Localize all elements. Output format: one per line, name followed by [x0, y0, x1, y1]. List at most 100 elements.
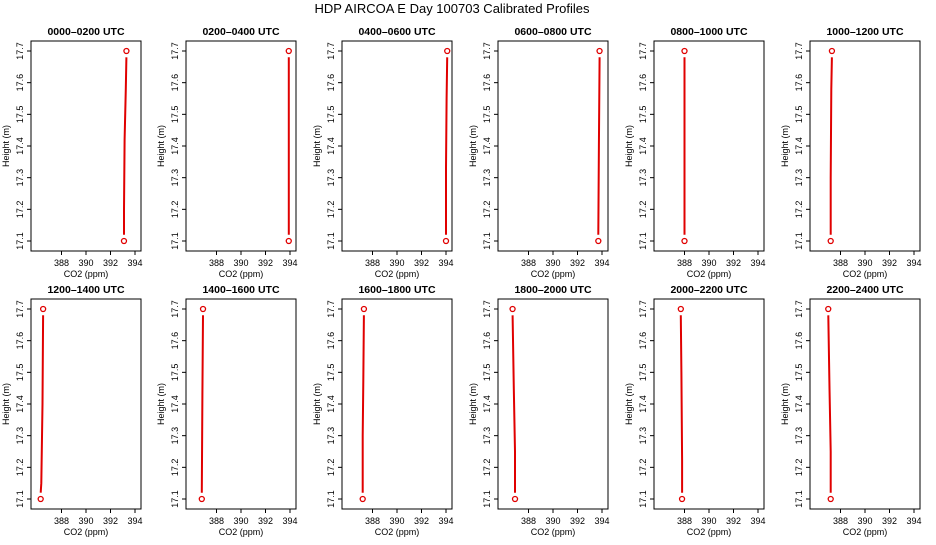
x-tick-label: 388 [833, 258, 848, 268]
panel-7: 1200–1400 UTC 388 390 392 394 CO2 (ppm) 17.1 17… [1, 284, 143, 537]
y-tick-label: 17.3 [326, 427, 336, 445]
data-point [285, 47, 292, 55]
panel-title: 1000–1200 UTC [826, 26, 903, 38]
data-point [37, 495, 44, 503]
y-tick-label: 17.1 [482, 232, 492, 250]
y-tick-label: 17.7 [482, 42, 492, 60]
y-tick-label: 17.4 [638, 137, 648, 155]
data-point [120, 237, 128, 245]
y-tick-label: 17.7 [482, 300, 492, 318]
x-axis-label: CO2 (ppm) [687, 269, 732, 279]
x-axis-label: CO2 (ppm) [843, 527, 888, 537]
data-point [444, 47, 451, 55]
x-tick-label: 392 [882, 258, 897, 268]
y-axis-label: Height (m) [1, 125, 11, 167]
y-tick-label: 17.4 [482, 137, 492, 155]
y-axis-label: Height (m) [780, 125, 790, 167]
plot-frame [30, 298, 142, 510]
profile-line [200, 315, 204, 493]
y-tick-label: 17.6 [638, 74, 648, 92]
x-tick-label: 392 [103, 516, 118, 526]
panel-2: 0200–0400 UTC 388 390 392 394 CO2 (ppm) 17.1 17… [156, 26, 298, 279]
y-axis-label: Height (m) [156, 125, 166, 167]
panel-4: 0600–0800 UTC 388 390 392 394 CO2 (ppm) 17.1 17… [468, 26, 610, 279]
x-tick-label: 390 [389, 516, 404, 526]
y-tick-label: 17.1 [794, 490, 804, 508]
plot-frame [653, 298, 765, 510]
y-tick-label: 17.3 [170, 169, 180, 187]
profile-line [39, 315, 45, 493]
y-tick-label: 17.6 [794, 332, 804, 350]
profile-line [597, 57, 601, 235]
y-tick-label: 17.3 [794, 169, 804, 187]
profile-line [445, 57, 449, 235]
y-axis-label: Height (m) [312, 125, 322, 167]
y-tick-label: 17.4 [794, 137, 804, 155]
data-point [360, 305, 368, 313]
panel-title: 1600–1800 UTC [358, 284, 435, 296]
y-axis-label: Height (m) [468, 125, 478, 167]
x-tick-label: 390 [857, 516, 872, 526]
panel-title: 0400–0600 UTC [358, 26, 435, 38]
y-tick-label: 17.2 [326, 201, 336, 219]
panel-3: 0400–0600 UTC 388 390 392 394 CO2 (ppm) 17.1 17… [312, 26, 454, 279]
y-tick-label: 17.2 [482, 459, 492, 477]
plot-frame [497, 40, 609, 252]
y-tick-label: 17.6 [482, 332, 492, 350]
x-tick-label: 392 [258, 258, 273, 268]
y-tick-label: 17.2 [638, 459, 648, 477]
y-tick-label: 17.3 [482, 169, 492, 187]
x-tick-label: 392 [414, 516, 429, 526]
data-point [595, 237, 602, 245]
x-tick-label: 388 [54, 258, 69, 268]
panel-title: 1800–2000 UTC [514, 284, 591, 296]
y-axis-label: Height (m) [624, 383, 634, 425]
panel-title: 0200–0400 UTC [202, 26, 279, 38]
panel-10: 1800–2000 UTC 388 390 392 394 CO2 (ppm) 17.1 17… [468, 284, 610, 537]
y-tick-label: 17.4 [326, 137, 336, 155]
data-point [511, 495, 519, 503]
x-tick-label: 394 [127, 258, 142, 268]
y-tick-label: 17.4 [794, 395, 804, 413]
plot-frame [809, 40, 921, 252]
x-tick-label: 390 [78, 516, 93, 526]
y-tick-label: 17.5 [638, 364, 648, 382]
y-tick-label: 17.5 [326, 364, 336, 382]
x-tick-label: 392 [570, 516, 585, 526]
plot-frame [809, 298, 921, 510]
y-axis-label: Height (m) [468, 383, 478, 425]
y-axis-label: Height (m) [780, 383, 790, 425]
panel-12: 2200–2400 UTC 388 390 392 394 CO2 (ppm) 17.1 17… [780, 284, 922, 537]
panel-6: 1000–1200 UTC 388 390 392 394 CO2 (ppm) 17.1 17… [780, 26, 922, 279]
panel-9: 1600–1800 UTC 388 390 392 394 CO2 (ppm) 17.1 17… [312, 284, 454, 537]
panel-title: 1200–1400 UTC [47, 284, 124, 296]
x-tick-label: 390 [545, 258, 560, 268]
plot-frame [341, 298, 453, 510]
data-point [827, 237, 834, 245]
panel-title: 1400–1600 UTC [202, 284, 279, 296]
data-point [359, 495, 366, 503]
x-tick-label: 390 [857, 258, 872, 268]
panel-8: 1400–1600 UTC 388 390 392 394 CO2 (ppm) 17.1 17… [156, 284, 298, 537]
y-axis-label: Height (m) [312, 383, 322, 425]
profile-line [679, 315, 684, 493]
y-tick-label: 17.6 [326, 74, 336, 92]
x-tick-label: 390 [701, 516, 716, 526]
panel-title: 2200–2400 UTC [826, 284, 903, 296]
y-tick-label: 17.5 [482, 106, 492, 124]
y-tick-label: 17.1 [794, 232, 804, 250]
x-tick-label: 390 [78, 258, 93, 268]
y-tick-label: 17.5 [794, 364, 804, 382]
panel-title: 2000–2200 UTC [670, 284, 747, 296]
y-tick-label: 17.3 [15, 169, 25, 187]
y-tick-label: 17.6 [170, 74, 180, 92]
x-tick-label: 394 [127, 516, 142, 526]
plot-frame [341, 40, 453, 252]
data-point [677, 305, 684, 313]
x-tick-label: 394 [594, 516, 609, 526]
y-tick-label: 17.3 [15, 427, 25, 445]
x-tick-label: 388 [521, 516, 536, 526]
profile-line [361, 315, 365, 493]
y-tick-label: 17.5 [794, 106, 804, 124]
data-point [825, 305, 832, 313]
